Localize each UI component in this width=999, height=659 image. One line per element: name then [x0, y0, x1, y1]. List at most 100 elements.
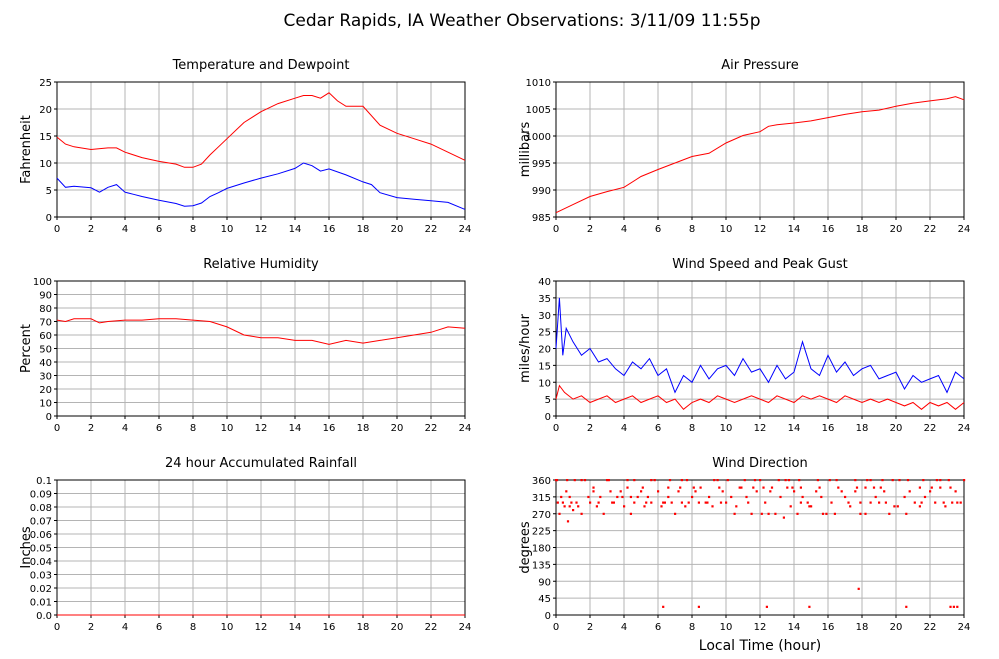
pressure-x-tick-label: 22	[924, 224, 937, 235]
wind-x-tick-label: 12	[754, 423, 767, 434]
rain-x-tick-label: 2	[88, 622, 94, 633]
rain-y-axis-label: Inches	[19, 526, 34, 568]
direction-point	[687, 501, 690, 504]
humidity-y-tick-label: 20	[39, 385, 52, 396]
direction-point	[704, 501, 707, 504]
direction-point	[764, 501, 767, 504]
direction-point	[959, 501, 962, 504]
wind-x-tick-label: 2	[587, 423, 593, 434]
pressure-y-tick-label: 990	[532, 186, 551, 197]
humidity-y-tick-label: 90	[39, 291, 52, 302]
direction-point	[755, 490, 758, 493]
direction-point	[906, 479, 910, 482]
wind-x-tick-label: 18	[856, 423, 869, 434]
wind-x-tick-label: 8	[689, 423, 695, 434]
direction-point	[556, 501, 559, 504]
direction-point	[888, 512, 891, 515]
direction-point	[893, 505, 896, 508]
direction-point	[575, 501, 578, 504]
wind-y-tick-label: 20	[538, 345, 551, 356]
direction-point	[612, 501, 615, 504]
direction-point	[934, 501, 937, 504]
pressure-x-tick-label: 8	[689, 224, 695, 235]
direction-point	[621, 495, 624, 499]
direction-point	[583, 479, 587, 482]
direction-point	[570, 501, 573, 504]
direction-point	[857, 587, 860, 590]
humidity-x-tick-label: 12	[255, 423, 268, 434]
direction-point	[629, 512, 632, 515]
pressure-x-tick-label: 0	[553, 224, 559, 235]
direction-point	[869, 479, 872, 482]
direction-point	[808, 605, 811, 608]
pressure-y-tick-label: 1010	[526, 78, 551, 89]
direction-point	[606, 479, 609, 482]
direction-point	[699, 486, 702, 489]
direction-point	[692, 486, 695, 489]
direction-point	[646, 495, 649, 499]
direction-point	[920, 501, 923, 504]
direction-point	[718, 486, 721, 489]
direction-point	[774, 512, 777, 515]
direction-point	[572, 509, 575, 512]
direction-point	[956, 605, 959, 608]
direction-point	[949, 605, 952, 608]
direction-point	[745, 495, 748, 499]
direction-point	[762, 486, 765, 489]
direction-point	[918, 486, 921, 489]
temp-y-tick-label: 0	[46, 213, 52, 224]
wind-y-tick-label: 30	[538, 311, 551, 322]
direction-point	[908, 490, 911, 493]
direction-point	[810, 505, 813, 508]
direction-point	[623, 505, 626, 508]
temp-x-tick-label: 16	[323, 224, 336, 235]
direction-point	[662, 605, 665, 608]
pressure-x-tick-label: 14	[788, 224, 801, 235]
wind-y-tick-label: 25	[538, 328, 551, 339]
direction-point	[782, 516, 785, 519]
direction-point	[577, 505, 580, 508]
direction-point	[641, 486, 644, 489]
wind-y-tick-label: 10	[538, 378, 551, 389]
direction-point	[708, 495, 711, 499]
pressure-y-tick-label: 1005	[526, 105, 551, 116]
direction-point	[872, 486, 876, 489]
direction-point	[713, 479, 716, 482]
direction-point	[918, 505, 921, 508]
direction-point	[765, 605, 768, 608]
direction-x-tick-label: 20	[890, 622, 903, 633]
temp-x-tick-label: 18	[357, 224, 370, 235]
direction-point	[820, 495, 823, 499]
temp-y-tick-label: 15	[39, 132, 52, 143]
direction-point	[650, 479, 653, 482]
temp-x-tick-label: 0	[54, 224, 60, 235]
direction-point	[725, 501, 728, 504]
direction-point	[883, 490, 886, 493]
direction-point	[942, 501, 945, 504]
direction-y-tick-label: 180	[532, 544, 551, 555]
direction-point	[645, 501, 648, 504]
direction-point	[735, 505, 738, 508]
direction-point	[633, 479, 636, 482]
temp-x-tick-label: 2	[88, 224, 94, 235]
rain-y-tick-label: 0.05	[30, 544, 52, 555]
direction-point	[891, 479, 894, 482]
direction-point	[905, 605, 908, 608]
direction-y-tick-label: 0	[545, 611, 551, 622]
direction-point	[922, 479, 925, 482]
rain-x-tick-label: 8	[190, 622, 196, 633]
rain-x-tick-label: 18	[357, 622, 370, 633]
direction-point	[643, 505, 646, 508]
direction-point	[568, 505, 571, 508]
direction-point	[653, 479, 656, 482]
direction-point	[777, 479, 780, 482]
direction-point	[759, 479, 762, 482]
temp-y-tick-label: 25	[39, 78, 52, 89]
rain-x-tick-label: 24	[459, 622, 472, 633]
direction-point	[835, 479, 838, 482]
pressure-x-tick-label: 6	[655, 224, 661, 235]
direction-point	[963, 479, 966, 482]
direction-x-tick-label: 16	[822, 622, 835, 633]
direction-point	[837, 486, 840, 489]
